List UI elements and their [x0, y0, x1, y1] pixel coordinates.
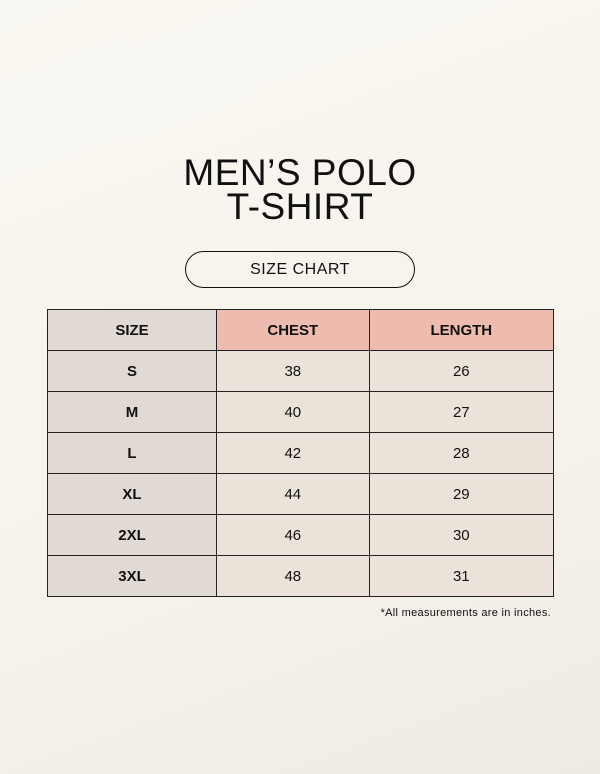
- header-chest: CHEST: [216, 309, 370, 351]
- cell-size: XL: [47, 473, 217, 515]
- table-row: XL 44 29: [47, 473, 555, 515]
- cell-size: 3XL: [47, 555, 217, 597]
- footnote: *All measurements are in inches.: [380, 607, 551, 619]
- size-chart-label: SIZE CHART: [185, 251, 415, 288]
- page-title: MEN’S POLO T-SHIRT: [0, 152, 600, 227]
- cell-chest: 48: [216, 555, 370, 597]
- cell-chest: 42: [216, 432, 370, 474]
- cell-length: 29: [368, 473, 555, 515]
- cell-length: 30: [368, 514, 555, 556]
- title-line-2: T-SHIRT: [226, 186, 374, 227]
- header-size: SIZE: [47, 309, 217, 351]
- header-length: LENGTH: [368, 309, 555, 351]
- cell-size: M: [47, 391, 217, 433]
- cell-size: 2XL: [47, 514, 217, 556]
- title-line-1: MEN’S POLO: [183, 152, 417, 193]
- cell-chest: 44: [216, 473, 370, 515]
- cell-length: 31: [368, 555, 555, 597]
- table-row: 3XL 48 31: [47, 555, 555, 597]
- table-row: 2XL 46 30: [47, 514, 555, 556]
- size-chart-table: SIZE CHEST LENGTH S 38 26 M 40 27 L 42 28 XL 44 29 2…: [47, 309, 555, 597]
- cell-size: S: [47, 350, 217, 392]
- cell-length: 26: [368, 350, 555, 392]
- cell-length: 28: [368, 432, 555, 474]
- table-row: L 42 28: [47, 432, 555, 474]
- cell-length: 27: [368, 391, 555, 433]
- cell-chest: 46: [216, 514, 370, 556]
- cell-chest: 38: [216, 350, 370, 392]
- cell-chest: 40: [216, 391, 370, 433]
- table-row: M 40 27: [47, 391, 555, 433]
- table-header-row: SIZE CHEST LENGTH: [47, 309, 555, 351]
- table-row: S 38 26: [47, 350, 555, 392]
- cell-size: L: [47, 432, 217, 474]
